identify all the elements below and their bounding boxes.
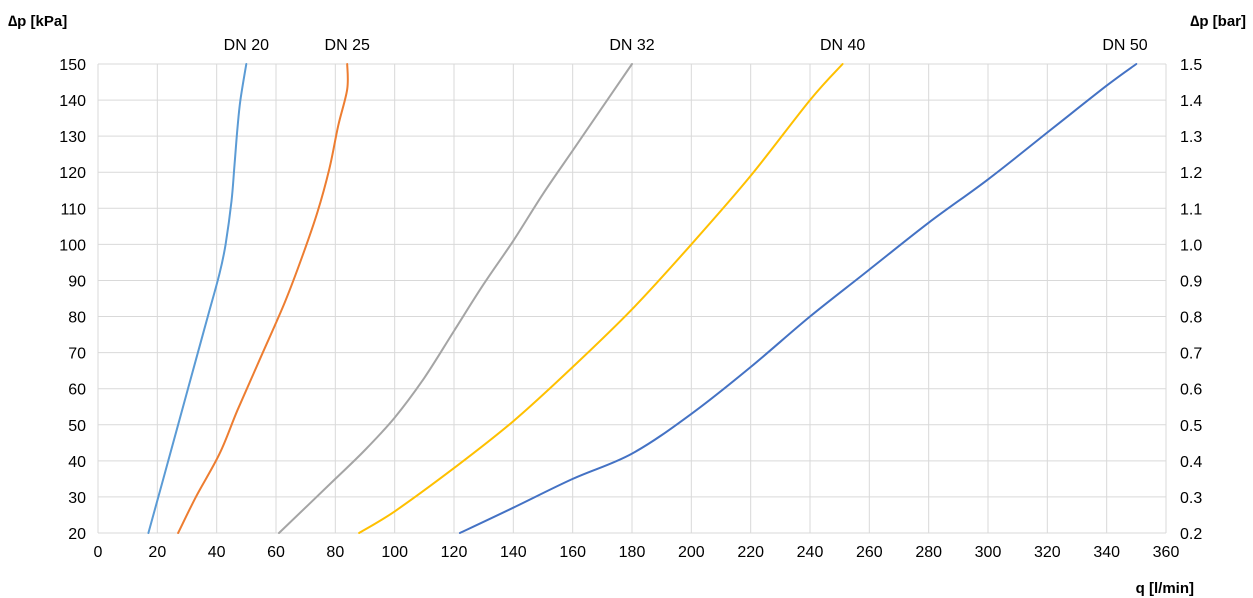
x-tick-label: 220 — [737, 544, 764, 561]
y-right-tick-label: 0.9 — [1180, 273, 1202, 290]
x-tick-label: 100 — [381, 544, 408, 561]
x-tick-label: 340 — [1093, 544, 1120, 561]
y-right-tick-label: 0.5 — [1180, 418, 1202, 435]
x-tick-label: 40 — [208, 544, 226, 561]
x-tick-label: 260 — [856, 544, 883, 561]
y-left-tick-label: 100 — [59, 237, 86, 254]
y-left-tick-label: 80 — [68, 310, 86, 327]
y-left-tick-label: 150 — [59, 57, 86, 74]
y-left-tick-label: 70 — [68, 346, 86, 363]
y-right-tick-label: 0.8 — [1180, 310, 1202, 327]
y-right-axis-title: ∆p [bar] — [1190, 13, 1246, 30]
x-tick-label: 0 — [94, 544, 103, 561]
x-axis-ticks: 0 20 40 60 80 100 120 140 160 180 200 220 240 260 280 3… — [94, 544, 1180, 561]
series-label: DN 20 — [224, 37, 269, 54]
x-tick-label: 360 — [1153, 544, 1180, 561]
x-tick-label: 20 — [148, 544, 166, 561]
series-line — [358, 63, 844, 534]
series-label: DN 50 — [1102, 37, 1147, 54]
y-right-axis-ticks: 0.2 0.3 0.4 0.5 0.6 0.7 0.8 0.9 1.0 1.1 1.2 1.3 1.4 1… — [1180, 57, 1202, 543]
y-left-tick-label: 40 — [68, 454, 86, 471]
grid — [97, 63, 1167, 534]
x-tick-label: 120 — [441, 544, 468, 561]
y-right-tick-label: 0.3 — [1180, 490, 1202, 507]
x-tick-label: 160 — [559, 544, 586, 561]
y-right-tick-label: 1.4 — [1180, 93, 1202, 110]
y-left-tick-label: 50 — [68, 418, 86, 435]
y-left-tick-label: 90 — [68, 273, 86, 290]
series-line — [177, 63, 349, 534]
y-right-tick-label: 1.3 — [1180, 129, 1202, 146]
y-right-tick-label: 0.4 — [1180, 454, 1202, 471]
y-left-tick-label: 120 — [59, 165, 86, 182]
series-line — [278, 63, 633, 534]
y-right-tick-label: 1.5 — [1180, 57, 1202, 74]
y-left-tick-label: 110 — [60, 201, 86, 218]
y-right-tick-label: 0.6 — [1180, 382, 1202, 399]
y-right-tick-label: 1.0 — [1180, 237, 1202, 254]
y-left-tick-label: 20 — [68, 526, 86, 543]
series-label: DN 32 — [609, 37, 654, 54]
y-left-tick-label: 30 — [68, 490, 86, 507]
y-left-tick-label: 60 — [68, 382, 86, 399]
x-tick-label: 80 — [326, 544, 344, 561]
series-label: DN 40 — [820, 37, 865, 54]
y-right-tick-label: 1.2 — [1180, 165, 1202, 182]
x-tick-label: 300 — [975, 544, 1002, 561]
x-tick-label: 240 — [797, 544, 824, 561]
x-tick-label: 280 — [915, 544, 942, 561]
x-tick-label: 320 — [1034, 544, 1061, 561]
y-right-tick-label: 1.1 — [1180, 201, 1202, 218]
y-left-tick-label: 130 — [59, 129, 86, 146]
y-right-tick-label: 0.2 — [1180, 526, 1202, 543]
x-tick-label: 180 — [619, 544, 646, 561]
x-tick-label: 140 — [500, 544, 527, 561]
series-label: DN 25 — [325, 37, 370, 54]
y-left-axis-ticks: 20 30 40 50 60 70 80 90 100 110 120 130 140 150 — [59, 57, 86, 543]
y-left-axis-title: ∆p [kPa] — [8, 13, 67, 30]
y-right-tick-label: 0.7 — [1180, 346, 1202, 363]
x-axis-title: q [l/min] — [1136, 580, 1194, 597]
y-left-tick-label: 140 — [59, 93, 86, 110]
series-line — [458, 63, 1138, 534]
x-tick-label: 60 — [267, 544, 285, 561]
series-lines — [147, 63, 1138, 534]
x-tick-label: 200 — [678, 544, 705, 561]
series-line — [147, 63, 248, 534]
series-labels: DN 20 DN 25 DN 32 DN 40 DN 50 — [224, 37, 1148, 54]
